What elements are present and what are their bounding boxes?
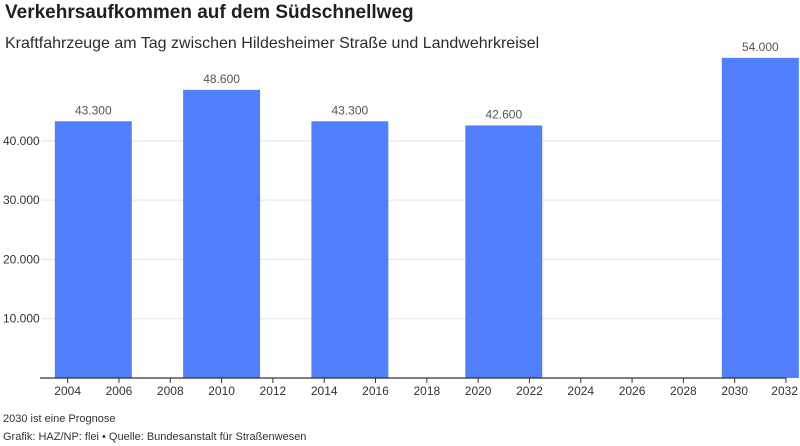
x-tick-label: 2026 xyxy=(619,384,646,398)
chart-title: Verkehrsaufkommen auf dem Südschnellweg xyxy=(5,2,414,23)
bar xyxy=(54,121,132,379)
bar xyxy=(465,125,543,378)
y-tick-label: 20.000 xyxy=(3,252,40,266)
data-labels: 43.300 48.600 43.300 42.600 54.000 xyxy=(75,40,779,122)
bar-value-label: 43.300 xyxy=(75,103,112,117)
x-tick-label: 2022 xyxy=(516,384,543,398)
x-tick-label: 2012 xyxy=(260,384,287,398)
y-tick-label: 40.000 xyxy=(3,134,40,148)
x-tick-label: 2014 xyxy=(311,384,338,398)
bar-value-label: 48.600 xyxy=(203,72,240,86)
y-tick-label: 10.000 xyxy=(3,312,40,326)
y-axis: 10.000 20.000 30.000 40.000 xyxy=(3,134,40,326)
x-tick-label: 2008 xyxy=(157,384,184,398)
bar-chart: 43.300 48.600 43.300 42.600 54.000 10.000 20.… xyxy=(3,40,799,398)
bar-value-label: 54.000 xyxy=(742,40,779,54)
bar xyxy=(183,89,261,378)
gridlines xyxy=(42,140,786,320)
x-tick-label: 2024 xyxy=(567,384,594,398)
y-tick-label: 30.000 xyxy=(3,193,40,207)
x-tick-label: 2006 xyxy=(106,384,133,398)
bar-value-label: 42.600 xyxy=(485,107,522,121)
chart-source: Grafik: HAZ/NP: flei • Quelle: Bundesans… xyxy=(3,431,307,443)
x-axis: 2004 2006 2008 2010 2012 2014 2016 2018 2020 2022… xyxy=(40,377,798,398)
x-tick-label: 2030 xyxy=(721,384,748,398)
chart-subtitle: Kraftfahrzeuge am Tag zwischen Hildeshei… xyxy=(5,35,540,52)
x-tick-label: 2032 xyxy=(771,384,798,398)
chart-note: 2030 ist eine Prognose xyxy=(3,413,116,425)
x-tick-label: 2028 xyxy=(670,384,697,398)
x-tick-label: 2020 xyxy=(465,384,492,398)
x-tick-label: 2016 xyxy=(362,384,389,398)
x-tick-label: 2004 xyxy=(54,384,81,398)
bar xyxy=(311,121,389,379)
x-tick-label: 2018 xyxy=(413,384,440,398)
bar xyxy=(721,57,799,378)
bars xyxy=(54,57,799,379)
x-tick-label: 2010 xyxy=(208,384,235,398)
bar-value-label: 43.300 xyxy=(332,103,369,117)
